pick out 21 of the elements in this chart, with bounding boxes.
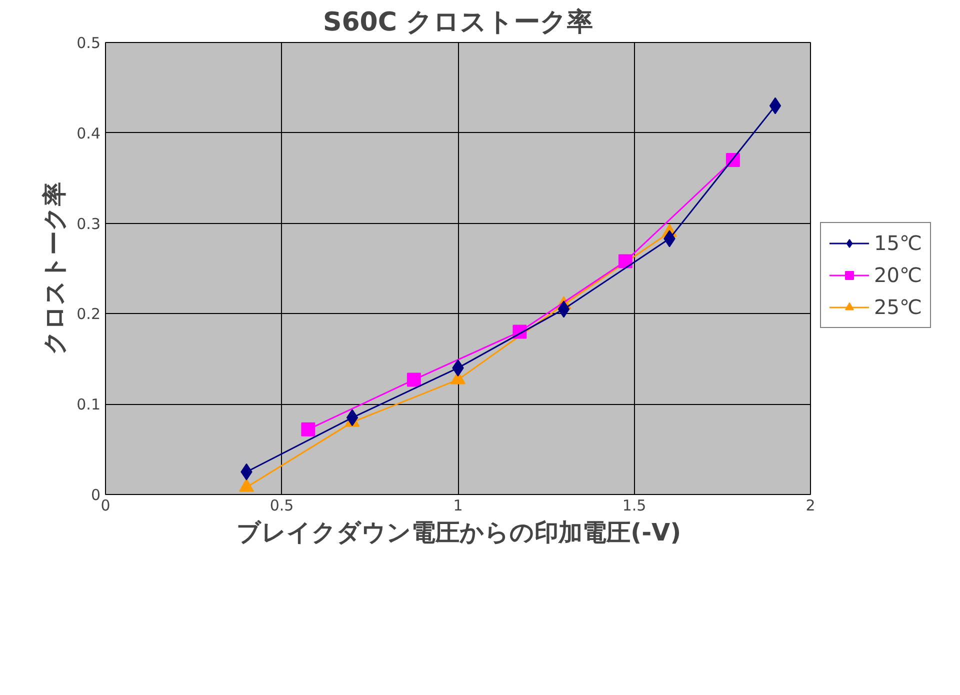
legend-label: 15℃	[874, 231, 922, 255]
point	[618, 254, 632, 268]
point	[558, 300, 570, 318]
y-tick-label: 0.1	[76, 396, 101, 414]
x-tick-label: 2	[806, 496, 816, 514]
y-tick-label: 0.4	[76, 124, 101, 142]
x-tick-label: 0.5	[270, 496, 294, 514]
point	[769, 97, 782, 114]
x-tick-label: 1	[453, 496, 463, 514]
point	[406, 372, 421, 387]
x-tick-label: 1.5	[622, 496, 646, 514]
point	[301, 422, 316, 436]
chart-title: S60C クロストーク率	[322, 8, 594, 38]
legend-label: 20℃	[874, 263, 922, 287]
y-axis-title: クロストーク率	[40, 182, 69, 355]
legend-label: 25℃	[874, 295, 922, 319]
x-axis-title: ブレイクダウン電圧からの印加電圧(-V)	[236, 518, 682, 546]
y-tick-label: 0.3	[76, 214, 101, 233]
y-tick-label: 0.2	[76, 305, 101, 324]
point	[346, 409, 358, 426]
y-tick-label: 0.5	[76, 34, 101, 52]
